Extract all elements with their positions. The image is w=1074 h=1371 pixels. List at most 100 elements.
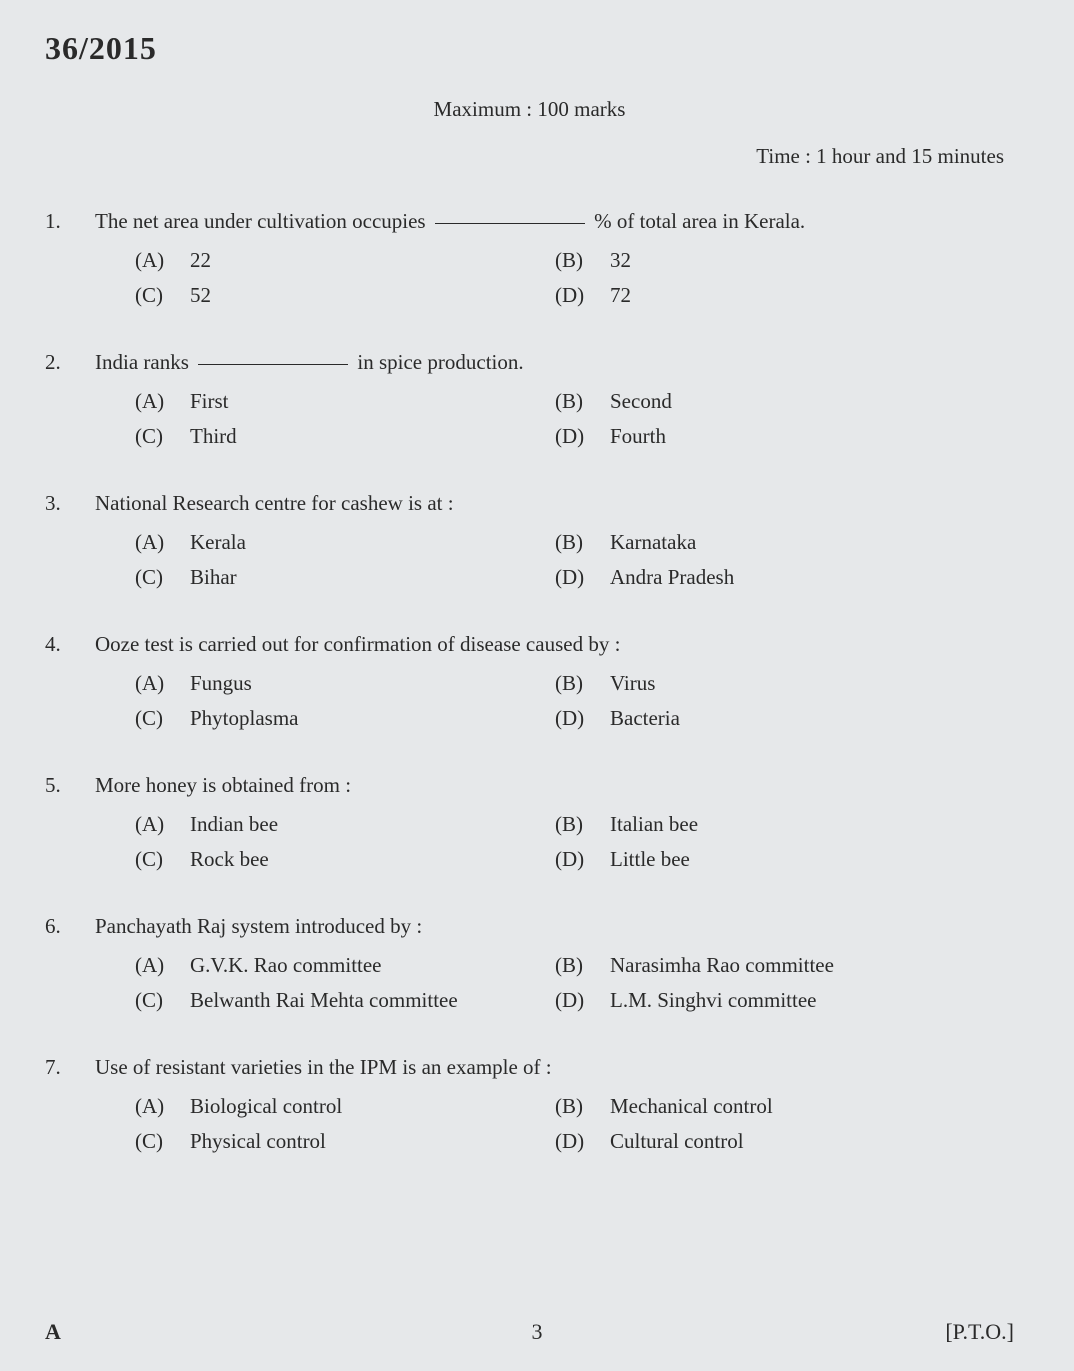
- option-text: 52: [190, 283, 211, 308]
- question-block: 3.National Research centre for cashew is…: [45, 491, 1014, 590]
- option-row: (C)Belwanth Rai Mehta committee(D)L.M. S…: [135, 988, 1014, 1013]
- option: (C)Belwanth Rai Mehta committee: [135, 988, 555, 1013]
- question-text-pre: Panchayath Raj system introduced by :: [95, 914, 422, 938]
- option: (A)Kerala: [135, 530, 555, 555]
- questions-list: 1.The net area under cultivation occupie…: [45, 209, 1014, 1154]
- options: (A)Fungus(B)Virus(C)Phytoplasma(D)Bacter…: [135, 671, 1014, 731]
- option-text: Belwanth Rai Mehta committee: [190, 988, 458, 1013]
- option: (B)Second: [555, 389, 672, 414]
- option: (B)Mechanical control: [555, 1094, 773, 1119]
- option-label: (B): [555, 812, 610, 837]
- option-text: Bacteria: [610, 706, 680, 731]
- option-text: Kerala: [190, 530, 246, 555]
- option: (B)32: [555, 248, 631, 273]
- option-text: Bihar: [190, 565, 237, 590]
- option: (C)52: [135, 283, 555, 308]
- option-label: (A): [135, 248, 190, 273]
- option-text: Biological control: [190, 1094, 342, 1119]
- option-label: (B): [555, 389, 610, 414]
- question-text-pre: India ranks: [95, 350, 194, 374]
- option: (D)Cultural control: [555, 1129, 744, 1154]
- option-label: (C): [135, 424, 190, 449]
- option-label: (A): [135, 389, 190, 414]
- option-row: (A)Biological control(B)Mechanical contr…: [135, 1094, 1014, 1119]
- question-block: 1.The net area under cultivation occupie…: [45, 209, 1014, 308]
- question-row: 3.National Research centre for cashew is…: [45, 491, 1014, 516]
- option-label: (D): [555, 988, 610, 1013]
- question-text: National Research centre for cashew is a…: [95, 491, 1014, 516]
- question-text-pre: Ooze test is carried out for confirmatio…: [95, 632, 620, 656]
- question-text: India ranks in spice production.: [95, 350, 1014, 375]
- fill-blank: [198, 364, 348, 365]
- option: (A)Biological control: [135, 1094, 555, 1119]
- option-text: 22: [190, 248, 211, 273]
- option-row: (A)Kerala(B)Karnataka: [135, 530, 1014, 555]
- question-text: More honey is obtained from :: [95, 773, 1014, 798]
- option-label: (D): [555, 706, 610, 731]
- question-text: Panchayath Raj system introduced by :: [95, 914, 1014, 939]
- option-label: (C): [135, 706, 190, 731]
- option: (C)Physical control: [135, 1129, 555, 1154]
- option-text: Narasimha Rao committee: [610, 953, 834, 978]
- option-row: (A)22(B)32: [135, 248, 1014, 273]
- question-block: 6.Panchayath Raj system introduced by :(…: [45, 914, 1014, 1013]
- option-text: Virus: [610, 671, 655, 696]
- option-text: Fourth: [610, 424, 666, 449]
- question-row: 7.Use of resistant varieties in the IPM …: [45, 1055, 1014, 1080]
- option-label: (A): [135, 530, 190, 555]
- option-row: (C)Bihar(D)Andra Pradesh: [135, 565, 1014, 590]
- question-number: 5.: [45, 773, 95, 798]
- option: (A)Indian bee: [135, 812, 555, 837]
- pto-label: [P.T.O.]: [945, 1319, 1014, 1345]
- option-label: (B): [555, 530, 610, 555]
- question-text-pre: The net area under cultivation occupies: [95, 209, 431, 233]
- option-label: (D): [555, 847, 610, 872]
- max-marks: Maximum : 100 marks: [45, 97, 1014, 122]
- question-number: 2.: [45, 350, 95, 375]
- option-label: (D): [555, 1129, 610, 1154]
- question-number: 4.: [45, 632, 95, 657]
- option-row: (C)52(D)72: [135, 283, 1014, 308]
- option: (D)Bacteria: [555, 706, 680, 731]
- question-block: 4.Ooze test is carried out for confirmat…: [45, 632, 1014, 731]
- option-label: (C): [135, 847, 190, 872]
- option: (A)G.V.K. Rao committee: [135, 953, 555, 978]
- option-label: (B): [555, 953, 610, 978]
- question-text-pre: More honey is obtained from :: [95, 773, 351, 797]
- option: (A)First: [135, 389, 555, 414]
- option-text: Rock bee: [190, 847, 269, 872]
- option: (C)Bihar: [135, 565, 555, 590]
- question-number: 7.: [45, 1055, 95, 1080]
- page-footer: A 3 [P.T.O.]: [0, 1319, 1074, 1345]
- option-label: (B): [555, 1094, 610, 1119]
- option: (B)Virus: [555, 671, 655, 696]
- options: (A)Biological control(B)Mechanical contr…: [135, 1094, 1014, 1154]
- exam-page: 36/2015 Maximum : 100 marks Time : 1 hou…: [0, 0, 1074, 1216]
- option-row: (A)First(B)Second: [135, 389, 1014, 414]
- option: (C)Third: [135, 424, 555, 449]
- option-text: Karnataka: [610, 530, 696, 555]
- option: (D)L.M. Singhvi committee: [555, 988, 816, 1013]
- option-text: Indian bee: [190, 812, 278, 837]
- option-label: (C): [135, 565, 190, 590]
- option-text: 32: [610, 248, 631, 273]
- option-label: (B): [555, 248, 610, 273]
- question-text-pre: Use of resistant varieties in the IPM is…: [95, 1055, 552, 1079]
- option-text: Italian bee: [610, 812, 698, 837]
- question-text: The net area under cultivation occupies …: [95, 209, 1014, 234]
- option: (D)Little bee: [555, 847, 690, 872]
- question-block: 5.More honey is obtained from : (A)Indian…: [45, 773, 1014, 872]
- question-row: 4.Ooze test is carried out for confirmat…: [45, 632, 1014, 657]
- option-text: Mechanical control: [610, 1094, 773, 1119]
- option: (D)Fourth: [555, 424, 666, 449]
- option-label: (D): [555, 565, 610, 590]
- option-row: (C)Rock bee (D)Little bee: [135, 847, 1014, 872]
- option-text: Cultural control: [610, 1129, 744, 1154]
- option-label: (B): [555, 671, 610, 696]
- question-text-post: % of total area in Kerala.: [589, 209, 805, 233]
- question-block: 7.Use of resistant varieties in the IPM …: [45, 1055, 1014, 1154]
- option-label: (D): [555, 283, 610, 308]
- option: (A)22: [135, 248, 555, 273]
- option-label: (A): [135, 1094, 190, 1119]
- option-label: (A): [135, 953, 190, 978]
